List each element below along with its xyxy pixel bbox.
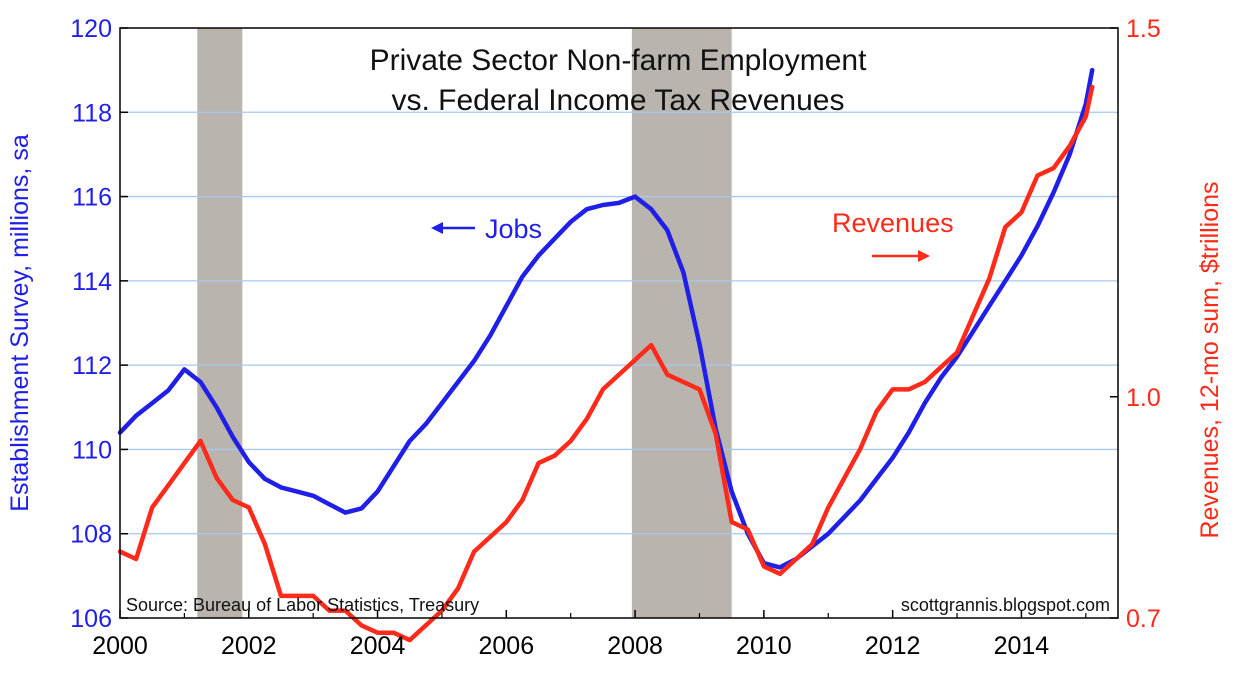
- x-tick-label-2008: 2008: [607, 632, 663, 660]
- y-axis-left: 106 108 110 112 114 116 118 120: [70, 15, 128, 633]
- x-tick-label-2000: 2000: [92, 632, 148, 660]
- chart-title: Private Sector Non-farm Employment: [370, 44, 867, 77]
- x-tick-label-2002: 2002: [221, 632, 277, 660]
- recession-band-2: [631, 28, 732, 618]
- x-tick-label-2010: 2010: [736, 632, 792, 660]
- plot-area: [120, 28, 1118, 618]
- y-left-tick-label-106: 106: [70, 605, 112, 633]
- y-left-tick-label-112: 112: [72, 352, 112, 380]
- recession-band-1: [197, 28, 243, 618]
- source-note: Source: Bureau of Labor Statistics, Trea…: [126, 595, 479, 615]
- x-tick-label-2012: 2012: [865, 632, 921, 660]
- recession-bands: [197, 28, 732, 618]
- y-left-tick-label-116: 116: [72, 184, 112, 212]
- y-right-tick-label-0.7: 0.7: [1126, 605, 1161, 633]
- series-line-jobs: [117, 67, 1095, 570]
- jobs-label: Jobs: [485, 214, 542, 244]
- x-axis: 2000 2002 2004 2006 2008 2010 2012 2014: [92, 610, 1087, 660]
- series-line-revenues: [117, 84, 1095, 643]
- jobs-annotation: Jobs: [431, 214, 542, 244]
- y-left-tick-label-114: 114: [72, 268, 112, 296]
- x-tick-label-2014: 2014: [994, 632, 1050, 660]
- revenues-annotation: Revenues: [832, 208, 954, 262]
- revenues-arrow-head: [918, 250, 930, 262]
- y-left-tick-label-110: 110: [72, 436, 112, 464]
- y-left-tick-label-108: 108: [70, 521, 112, 549]
- y-left-tick-label-120: 120: [70, 15, 112, 43]
- y-axis-left-title: Establishment Survey, millions, sa: [6, 134, 34, 512]
- y-right-tick-label-1: 1.0: [1126, 384, 1161, 412]
- x-tick-label-2006: 2006: [479, 632, 535, 660]
- y-axis-right-title: Revenues, 12-mo sum, $trillions: [1196, 181, 1224, 538]
- credit-note: scottgrannis.blogspot.com: [901, 595, 1110, 615]
- series-lines: [117, 67, 1095, 643]
- y-left-tick-label-118: 118: [72, 99, 112, 127]
- plot-frame: [119, 27, 1119, 619]
- y-axis-right: 0.7 1.0 1.5: [1110, 15, 1161, 633]
- x-tick-label-2004: 2004: [350, 632, 406, 660]
- revenues-label: Revenues: [832, 208, 954, 238]
- y-right-tick-label-1.5: 1.5: [1126, 15, 1161, 43]
- jobs-arrow-head: [431, 222, 443, 234]
- chart-subtitle: vs. Federal Income Tax Revenues: [391, 84, 844, 117]
